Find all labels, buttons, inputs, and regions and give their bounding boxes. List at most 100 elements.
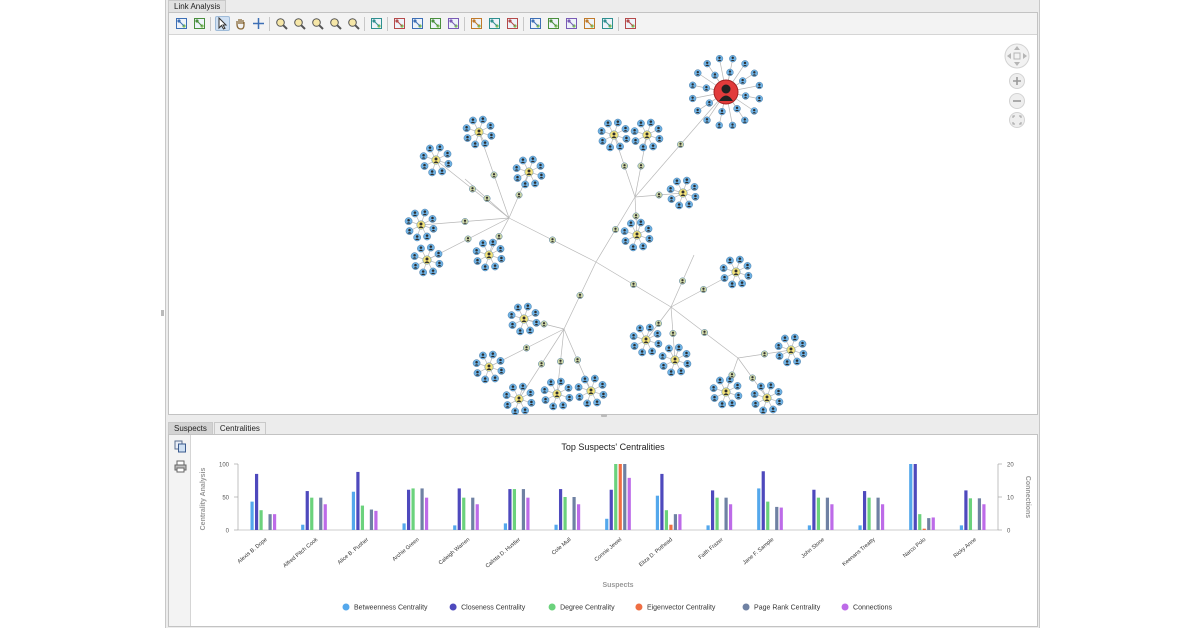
leaf-node[interactable]: [528, 155, 537, 164]
leaf-node[interactable]: [648, 347, 656, 356]
leaf-node[interactable]: [675, 201, 684, 210]
leaf-node[interactable]: [616, 142, 624, 151]
bar-betweenness-centrality[interactable]: [250, 501, 254, 530]
link-node[interactable]: [483, 195, 491, 202]
leaf-node[interactable]: [598, 137, 607, 145]
leaf-node[interactable]: [428, 168, 437, 177]
leaf-node[interactable]: [521, 406, 529, 415]
move-cross-icon[interactable]: [251, 16, 266, 31]
leaf-node[interactable]: [733, 382, 742, 390]
legend-item[interactable]: Connections: [841, 603, 893, 612]
leaf-node[interactable]: [471, 140, 480, 149]
hub-node[interactable]: [474, 127, 484, 137]
leaf-node[interactable]: [434, 250, 443, 258]
leaf-node[interactable]: [426, 243, 435, 252]
leaf-node[interactable]: [685, 200, 693, 209]
leaf-node[interactable]: [438, 167, 446, 176]
leaf-node[interactable]: [526, 326, 534, 335]
link-node[interactable]: [538, 360, 545, 368]
leaf-node[interactable]: [583, 399, 592, 408]
leaf-node[interactable]: [750, 69, 758, 77]
leaf-node[interactable]: [513, 174, 522, 182]
bar-closeness-centrality[interactable]: [710, 490, 715, 530]
bar-betweenness-centrality[interactable]: [655, 495, 660, 530]
link-node[interactable]: [495, 233, 503, 240]
bar-eigenvector-centrality[interactable]: [669, 524, 673, 530]
leaf-node[interactable]: [497, 366, 506, 375]
link-node[interactable]: [523, 344, 530, 352]
leaf-node[interactable]: [728, 121, 737, 130]
link-node[interactable]: [728, 371, 736, 379]
bar-closeness-centrality[interactable]: [406, 489, 411, 530]
leaf-node[interactable]: [444, 159, 453, 168]
bar-page-rank-centrality[interactable]: [977, 498, 982, 530]
bar-page-rank-centrality[interactable]: [268, 514, 272, 530]
leaf-node[interactable]: [429, 224, 438, 233]
leaf-node[interactable]: [654, 125, 663, 133]
leaf-node[interactable]: [637, 119, 645, 128]
link-node[interactable]: [515, 191, 523, 199]
link-node[interactable]: [464, 235, 472, 243]
link-node[interactable]: [630, 281, 637, 288]
leaf-node[interactable]: [639, 242, 647, 251]
bar-closeness-centrality[interactable]: [457, 488, 461, 530]
leaf-node[interactable]: [532, 318, 541, 327]
leaf-node[interactable]: [682, 350, 691, 358]
leaf-node[interactable]: [527, 398, 536, 407]
leaf-node[interactable]: [728, 399, 736, 408]
bar-page-rank-centrality[interactable]: [825, 497, 830, 530]
link-node[interactable]: [632, 212, 640, 220]
link-node[interactable]: [557, 358, 564, 365]
hub-node[interactable]: [632, 230, 642, 240]
grid-layout-icon[interactable]: [369, 16, 384, 31]
zoom-in-control[interactable]: [1009, 73, 1025, 89]
leaf-node[interactable]: [774, 388, 783, 396]
leaf-node[interactable]: [419, 268, 428, 277]
hub-node[interactable]: [586, 386, 596, 396]
link-node[interactable]: [655, 320, 662, 327]
leaf-node[interactable]: [531, 309, 540, 317]
link-node[interactable]: [612, 226, 619, 233]
leaf-node[interactable]: [636, 324, 644, 333]
bar-degree-centrality[interactable]: [360, 505, 365, 530]
hub-node[interactable]: [416, 220, 426, 230]
leaf-node[interactable]: [799, 349, 808, 358]
leaf-node[interactable]: [514, 303, 522, 312]
leaf-node[interactable]: [413, 233, 422, 242]
leaf-node[interactable]: [741, 60, 749, 68]
leaf-node[interactable]: [631, 137, 640, 145]
leaf-node[interactable]: [750, 107, 758, 115]
link-node[interactable]: [469, 185, 476, 193]
bar-closeness-centrality[interactable]: [558, 489, 563, 530]
bar-connections[interactable]: [323, 504, 327, 530]
bar-closeness-centrality[interactable]: [964, 490, 968, 530]
leaf-node[interactable]: [715, 121, 723, 129]
bar-degree-centrality[interactable]: [664, 510, 669, 530]
leaf-node[interactable]: [629, 243, 638, 252]
leaf-node[interactable]: [658, 352, 667, 361]
legend-item[interactable]: Degree Centrality: [548, 603, 615, 612]
zoom-out-icon[interactable]: [292, 16, 307, 31]
legend-item[interactable]: Betweenness Centrality: [342, 603, 429, 612]
link-node[interactable]: [549, 236, 556, 244]
bar-degree-centrality[interactable]: [766, 501, 770, 530]
leaf-node[interactable]: [621, 237, 630, 245]
leaf-node[interactable]: [630, 127, 639, 136]
leaf-node[interactable]: [420, 162, 429, 170]
leaf-node[interactable]: [726, 68, 734, 77]
leaf-node[interactable]: [419, 152, 428, 161]
leaf-node[interactable]: [549, 402, 558, 411]
print-icon[interactable]: [173, 459, 188, 474]
bar-page-rank-centrality[interactable]: [927, 518, 931, 530]
centrality-icon[interactable]: [546, 16, 561, 31]
leaf-node[interactable]: [630, 342, 639, 350]
leaf-node[interactable]: [703, 116, 711, 124]
leaf-node[interactable]: [710, 394, 719, 402]
leaf-node[interactable]: [411, 209, 419, 218]
link-node[interactable]: [700, 286, 707, 293]
zoom-fit-icon[interactable]: [346, 16, 361, 31]
bar-closeness-centrality[interactable]: [305, 491, 309, 530]
hub-node[interactable]: [731, 267, 741, 277]
leaf-node[interactable]: [526, 389, 535, 397]
bar-page-rank-centrality[interactable]: [623, 464, 627, 530]
